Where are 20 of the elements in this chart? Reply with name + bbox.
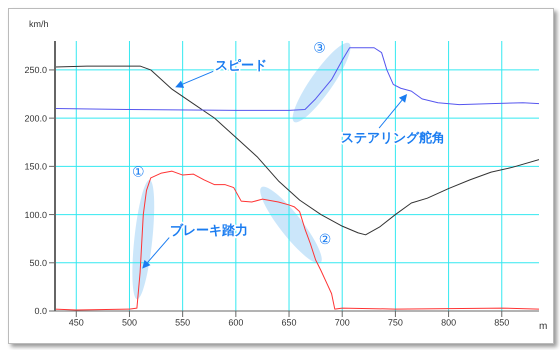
annotation: ③ — [313, 40, 326, 56]
y-tick-label: 150.0 — [24, 162, 47, 172]
x-tick-label: 600 — [228, 317, 244, 328]
y-tick-label: 200.0 — [24, 113, 47, 124]
x-tick-label: 700 — [334, 317, 350, 328]
x-tick-label: 750 — [388, 317, 403, 328]
annotation: ① — [132, 164, 145, 180]
x-axis-title: m — [539, 321, 548, 332]
y-tick-label: 50.0 — [29, 258, 47, 268]
annotation: ② — [318, 232, 332, 248]
x-tick-label: 800 — [441, 317, 456, 328]
x-tick-label: 850 — [494, 317, 510, 328]
x-tick-label: 650 — [282, 317, 297, 328]
y-tick-label: 100.0 — [24, 210, 47, 220]
y-axis-title: km/h — [29, 19, 49, 29]
x-tick-label: 450 — [68, 317, 84, 328]
y-tick-label: 250.0 — [24, 65, 47, 76]
y-tick-label: 0.0 — [34, 306, 47, 316]
x-tick-label: 550 — [175, 317, 190, 328]
x-tick-label: 500 — [122, 317, 137, 328]
